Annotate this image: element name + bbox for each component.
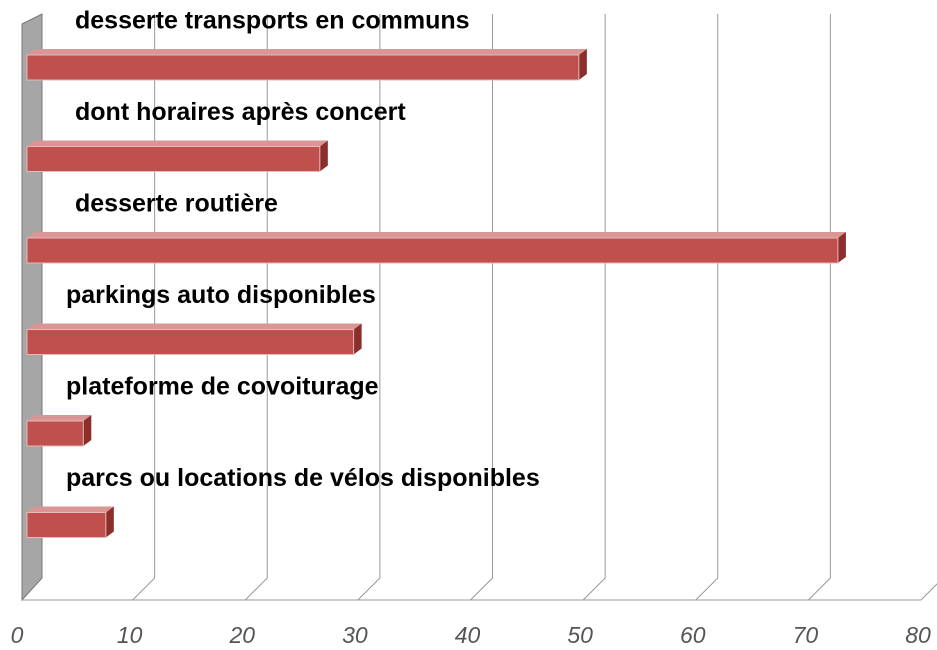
- bar: [26, 329, 355, 355]
- bar-top: [27, 140, 328, 147]
- category-label: desserte transports en communs: [75, 7, 470, 35]
- category-label: dont horaires après concert: [75, 98, 406, 126]
- grid-line: [808, 14, 831, 601]
- bar-top: [27, 506, 114, 513]
- category-label: desserte routière: [75, 190, 278, 218]
- bar: [26, 237, 839, 264]
- grid-line: [582, 14, 606, 601]
- bar-side: [83, 415, 92, 446]
- x-tick-label: 20: [228, 622, 255, 648]
- bar-side: [578, 49, 587, 80]
- bar-top: [27, 415, 92, 421]
- grid-line: [920, 583, 937, 601]
- bar-side: [105, 506, 114, 538]
- grid-line: [132, 14, 156, 601]
- category-label: parkings auto disponibles: [66, 281, 376, 309]
- bar-top: [27, 49, 587, 55]
- x-tick-label: 80: [905, 622, 931, 648]
- x-tick-label: 70: [793, 622, 819, 648]
- grid-line: [357, 14, 381, 601]
- grid-line: [244, 14, 268, 601]
- grid-line: [470, 14, 493, 601]
- bar: [26, 54, 580, 81]
- bar-side: [353, 323, 362, 355]
- bar-top: [27, 232, 846, 238]
- x-tick-label: 40: [455, 622, 481, 648]
- x-tick-label: 0: [11, 622, 24, 648]
- bar: [26, 512, 107, 538]
- bar-side: [319, 140, 328, 172]
- category-label: parcs ou locations de vélos disponibles: [66, 464, 540, 492]
- x-tick-label: 60: [680, 622, 706, 648]
- bar-side: [837, 232, 846, 263]
- x-tick-label: 30: [342, 622, 368, 648]
- grid-line: [695, 14, 719, 601]
- category-label: plateforme de covoiturage: [66, 373, 379, 401]
- x-tick-label: 10: [117, 622, 143, 648]
- x-tick-label: 50: [567, 622, 593, 648]
- bar: [26, 146, 321, 172]
- bar-top: [27, 323, 362, 330]
- bar: [26, 420, 84, 447]
